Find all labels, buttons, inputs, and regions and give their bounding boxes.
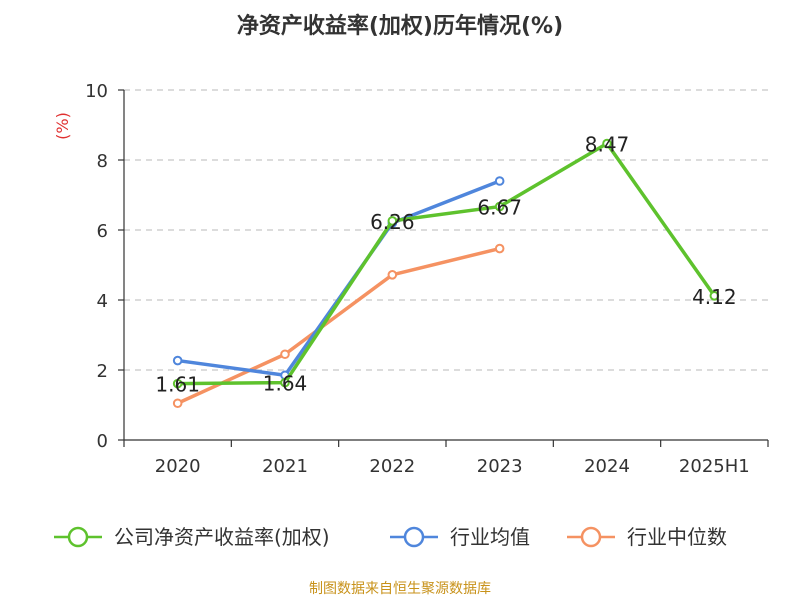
x-tick-label: 2023 xyxy=(477,456,523,477)
x-tick-label: 2020 xyxy=(155,456,201,477)
data-point xyxy=(709,291,720,301)
legend-swatch-marker xyxy=(580,526,602,548)
series-line xyxy=(175,141,717,386)
x-tick-label: 2024 xyxy=(584,456,630,477)
data-label: 8.47 xyxy=(585,133,630,157)
series-line xyxy=(175,246,502,405)
data-label: 4.12 xyxy=(692,285,737,309)
data-point xyxy=(602,138,612,149)
y-tick-label: 2 xyxy=(97,361,108,382)
data-point xyxy=(387,216,398,226)
data-point xyxy=(280,377,290,388)
y-tick-label: 6 xyxy=(97,221,108,242)
chart-title: 净资产收益率(加权)历年情况(%) xyxy=(236,14,564,39)
data-label: 1.64 xyxy=(263,372,308,396)
legend-swatch-marker xyxy=(67,526,89,548)
data-point xyxy=(494,243,505,254)
x-tick-label: 2022 xyxy=(369,456,415,477)
legend-label: 行业均值 xyxy=(450,525,530,549)
y-axis-label: (%) xyxy=(53,112,72,140)
legend-label: 公司净资产收益率(加权) xyxy=(114,525,330,549)
y-tick-label: 8 xyxy=(97,151,108,172)
data-point xyxy=(494,201,505,212)
data-point xyxy=(172,398,183,409)
data-point xyxy=(280,349,290,360)
legend-label: 行业中位数 xyxy=(627,525,727,549)
data-point xyxy=(172,378,183,389)
data-label: 6.67 xyxy=(477,196,522,220)
x-tick-label: 2025H1 xyxy=(679,456,750,477)
legend-swatch-marker xyxy=(403,526,425,548)
data-point xyxy=(387,270,398,280)
series-line xyxy=(175,179,502,377)
data-point xyxy=(172,355,183,366)
y-tick-label: 4 xyxy=(97,291,108,312)
x-tick-label: 2021 xyxy=(262,456,308,477)
data-label: 6.26 xyxy=(370,210,415,234)
data-point xyxy=(494,176,505,186)
source-note: 制图数据来自恒生聚源数据库 xyxy=(309,581,491,597)
y-tick-label: 10 xyxy=(85,81,108,102)
y-tick-label: 0 xyxy=(97,431,108,452)
data-label: 1.61 xyxy=(155,373,200,397)
